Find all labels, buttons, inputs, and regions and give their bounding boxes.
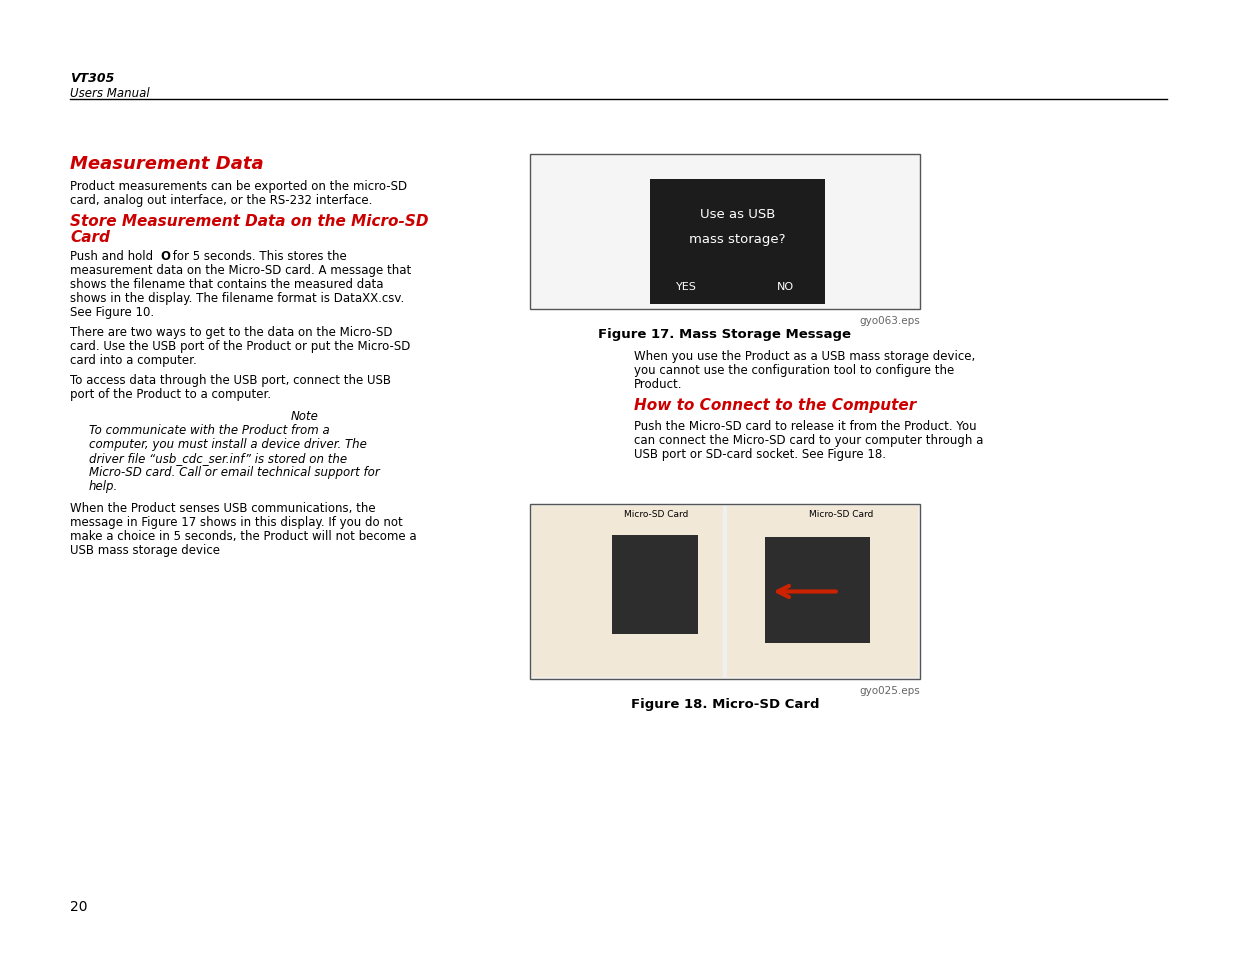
Text: When you use the Product as a USB mass storage device,: When you use the Product as a USB mass s… — [634, 350, 974, 363]
Bar — [530, 154, 920, 310]
Text: When the Product senses USB communications, the: When the Product senses USB communicatio… — [70, 501, 375, 515]
Bar — [766, 537, 871, 643]
Text: Figure 18. Micro-SD Card: Figure 18. Micro-SD Card — [631, 698, 819, 710]
Text: Micro-SD Card: Micro-SD Card — [624, 510, 688, 518]
Text: computer, you must install a device driver. The: computer, you must install a device driv… — [89, 437, 367, 451]
Text: card into a computer.: card into a computer. — [70, 354, 198, 367]
Text: Push and hold: Push and hold — [70, 250, 157, 263]
Text: Product.: Product. — [634, 377, 682, 391]
Text: message in Figure 17 shows in this display. If you do not: message in Figure 17 shows in this displ… — [70, 516, 403, 529]
Text: Measurement Data: Measurement Data — [70, 154, 264, 172]
Bar — [613, 536, 698, 635]
Text: Push the Micro-SD card to release it from the Product. You: Push the Micro-SD card to release it fro… — [634, 419, 976, 433]
Bar — [650, 180, 825, 305]
Text: Micro-SD card. Call or email technical support for: Micro-SD card. Call or email technical s… — [89, 465, 379, 478]
Text: Users Manual: Users Manual — [70, 87, 149, 100]
Text: See Figure 10.: See Figure 10. — [70, 306, 154, 318]
Bar — [532, 506, 722, 678]
Text: Note: Note — [291, 410, 319, 422]
Text: can connect the Micro-SD card to your computer through a: can connect the Micro-SD card to your co… — [634, 434, 983, 447]
Text: make a choice in 5 seconds, the Product will not become a: make a choice in 5 seconds, the Product … — [70, 530, 417, 542]
Text: How to Connect to the Computer: How to Connect to the Computer — [634, 397, 916, 413]
Text: you cannot use the configuration tool to configure the: you cannot use the configuration tool to… — [634, 364, 953, 376]
Text: YES: YES — [677, 282, 697, 293]
Text: help.: help. — [89, 479, 119, 493]
Text: NO: NO — [777, 282, 794, 293]
Text: To access data through the USB port, connect the USB: To access data through the USB port, con… — [70, 374, 391, 387]
Text: card, analog out interface, or the RS-232 interface.: card, analog out interface, or the RS-23… — [70, 193, 373, 207]
Text: for 5 seconds. This stores the: for 5 seconds. This stores the — [169, 250, 347, 263]
Text: port of the Product to a computer.: port of the Product to a computer. — [70, 388, 272, 400]
Text: Use as USB: Use as USB — [700, 209, 776, 221]
Text: USB mass storage device: USB mass storage device — [70, 543, 220, 557]
Bar — [727, 506, 918, 678]
Text: Card: Card — [70, 230, 110, 245]
Text: Figure 17. Mass Storage Message: Figure 17. Mass Storage Message — [599, 328, 851, 340]
Text: measurement data on the Micro-SD card. A message that: measurement data on the Micro-SD card. A… — [70, 264, 411, 276]
Text: VT305: VT305 — [70, 71, 115, 85]
Text: gyo063.eps: gyo063.eps — [860, 315, 920, 326]
Text: shows the filename that contains the measured data: shows the filename that contains the mea… — [70, 277, 384, 291]
Text: 20: 20 — [70, 899, 88, 913]
Text: shows in the display. The filename format is DataXX.csv.: shows in the display. The filename forma… — [70, 292, 405, 305]
Text: O: O — [161, 250, 170, 263]
Text: USB port or SD-card socket. See Figure 18.: USB port or SD-card socket. See Figure 1… — [634, 448, 885, 460]
Text: To communicate with the Product from a: To communicate with the Product from a — [89, 423, 330, 436]
Text: Product measurements can be exported on the micro-SD: Product measurements can be exported on … — [70, 180, 408, 193]
Text: card. Use the USB port of the Product or put the Micro-SD: card. Use the USB port of the Product or… — [70, 339, 411, 353]
Text: driver file “usb_cdc_ser.inf” is stored on the: driver file “usb_cdc_ser.inf” is stored … — [89, 452, 347, 464]
Text: There are two ways to get to the data on the Micro-SD: There are two ways to get to the data on… — [70, 326, 393, 338]
Text: Micro-SD Card: Micro-SD Card — [809, 510, 874, 518]
Text: gyo025.eps: gyo025.eps — [860, 685, 920, 696]
Text: Store Measurement Data on the Micro-SD: Store Measurement Data on the Micro-SD — [70, 213, 429, 229]
Bar — [530, 504, 920, 679]
Text: mass storage?: mass storage? — [689, 233, 785, 246]
